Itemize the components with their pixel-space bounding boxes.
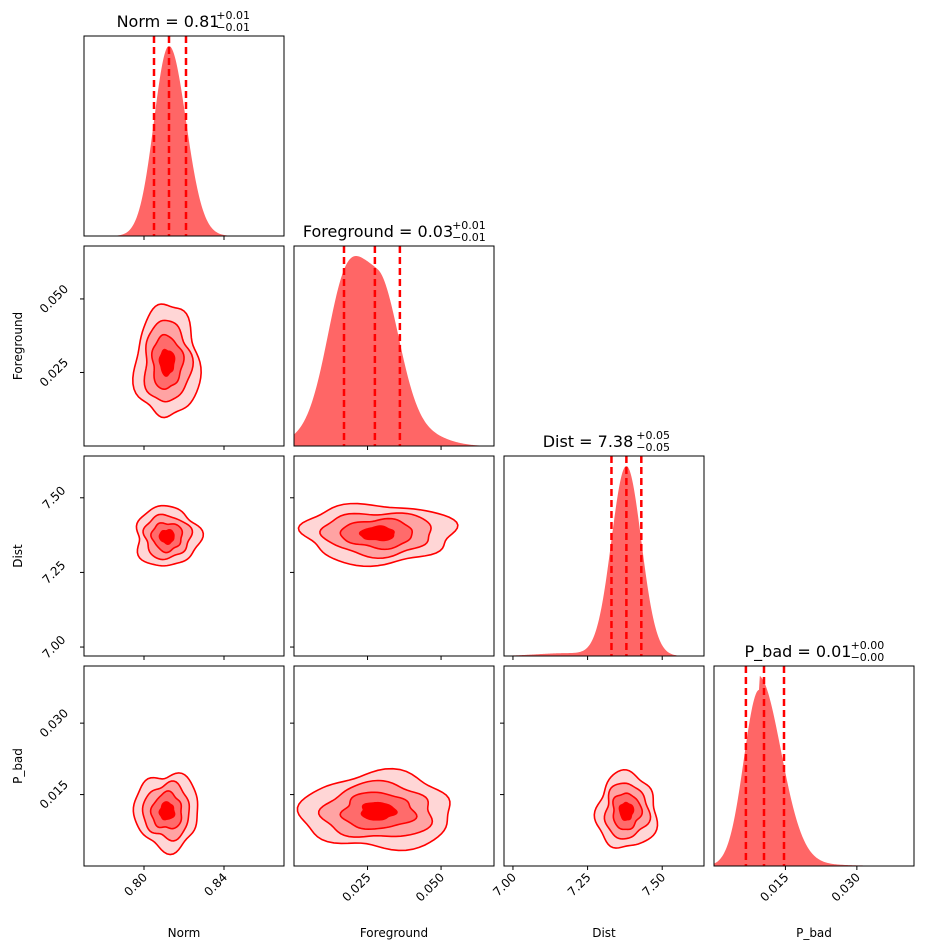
panel-frame <box>293 455 495 657</box>
x-tick-label: 7.50 <box>640 870 669 899</box>
panel-frame <box>83 455 285 657</box>
panel-frame <box>713 665 915 867</box>
contour-level-4 <box>358 525 395 542</box>
panel-title: P_bad = 0.01 <box>745 642 852 662</box>
panel-norm-vs-p-bad-contours <box>83 665 285 867</box>
title-plus-error: +0.00 <box>851 639 885 652</box>
y-tick-label: 0.050 <box>37 282 71 316</box>
y-axis-label-p-bad: P_bad <box>11 748 25 784</box>
title-minus-error: −0.00 <box>851 651 885 664</box>
contour-level-4 <box>158 528 175 546</box>
y-tick-label: 0.030 <box>37 706 71 740</box>
title-minus-error: −0.01 <box>452 231 486 244</box>
panel-norm-vs-foreground-contours <box>83 245 285 447</box>
panel-frame <box>83 245 285 447</box>
histogram-fill <box>504 466 704 656</box>
y-tick-label: 7.50 <box>40 483 69 512</box>
y-axis-label-dist: Dist <box>11 544 25 568</box>
contour-level-4 <box>158 801 176 821</box>
panel-frame <box>503 455 705 657</box>
panel-norm-vs-dist-contours <box>83 455 285 657</box>
title-minus-error: −0.01 <box>216 21 250 34</box>
title-name: Dist = <box>543 432 598 451</box>
x-axis-label-dist: Dist <box>592 926 616 940</box>
title-value: 7.38 <box>598 432 634 451</box>
panel-frame <box>293 665 495 867</box>
panel-frame <box>293 245 495 447</box>
panel-frame <box>83 35 285 237</box>
x-tick-label: 0.84 <box>201 870 230 899</box>
x-axis-label-norm: Norm <box>168 926 201 940</box>
y-tick-label: 0.015 <box>37 777 71 811</box>
panel-foreground-histogram: Foreground = 0.03+0.01−0.01 <box>293 219 495 447</box>
y-axis-label-foreground: Foreground <box>11 312 25 380</box>
panel-frame <box>503 665 705 867</box>
title-name: Foreground = <box>303 222 418 241</box>
panel-frame <box>83 665 285 867</box>
title-minus-error: −0.05 <box>636 441 670 454</box>
y-tick-label: 7.25 <box>40 558 69 587</box>
title-name: P_bad = <box>745 642 816 662</box>
x-tick-label: 0.025 <box>339 870 373 904</box>
panel-norm-histogram: Norm = 0.81+0.01−0.01 <box>83 9 285 237</box>
title-value: 0.03 <box>418 222 454 241</box>
title-value: 0.81 <box>184 12 220 31</box>
x-tick-label: 0.80 <box>121 870 150 899</box>
x-tick-label: 0.030 <box>829 870 863 904</box>
title-name: Norm = <box>117 12 184 31</box>
title-plus-error: +0.05 <box>636 429 670 442</box>
title-value: 0.01 <box>816 642 852 661</box>
panel-dist-vs-p-bad-contours <box>503 665 705 867</box>
x-tick-label: 7.00 <box>490 870 519 899</box>
panel-dist-histogram: Dist = 7.38 +0.05−0.05 <box>503 429 705 657</box>
x-axis-label-p-bad: P_bad <box>796 926 832 940</box>
x-tick-label: 0.050 <box>413 870 447 904</box>
panel-title: Foreground = 0.03 <box>303 222 453 241</box>
panel-p-bad-histogram: P_bad = 0.01 +0.00−0.00 <box>713 639 915 867</box>
panel-foreground-vs-dist-contours <box>293 455 495 657</box>
x-tick-label: 0.015 <box>757 870 791 904</box>
title-plus-error: +0.01 <box>216 9 250 22</box>
panel-title: Norm = 0.81 <box>117 12 220 31</box>
contour-level-4 <box>360 801 398 821</box>
y-tick-label: 0.025 <box>37 355 71 389</box>
x-tick-label: 7.25 <box>565 870 594 899</box>
histogram-fill <box>84 46 284 236</box>
x-axis-label-foreground: Foreground <box>360 926 428 940</box>
contour-level-4 <box>618 801 635 821</box>
panel-foreground-vs-p-bad-contours <box>293 665 495 867</box>
y-tick-label: 7.00 <box>40 633 69 662</box>
title-plus-error: +0.01 <box>452 219 486 232</box>
panel-title: Dist = 7.38 <box>543 432 634 451</box>
contour-level-4 <box>158 348 176 377</box>
